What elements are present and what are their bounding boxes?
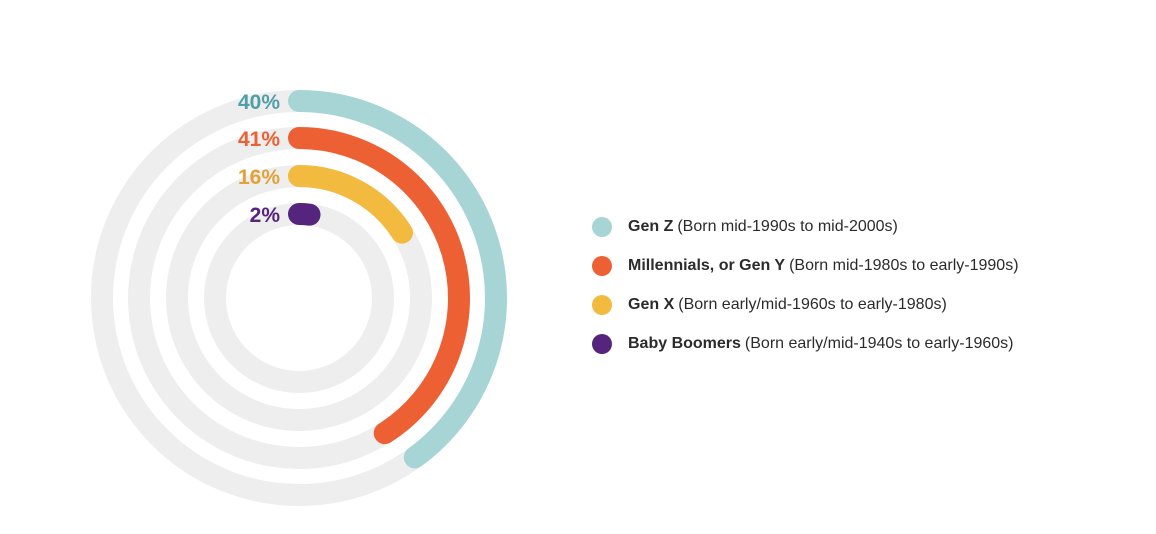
legend-item-gen-x: Gen X (Born early/mid-1960s to early-198… (592, 292, 1152, 318)
legend-item-gen-z: Gen Z (Born mid-1990s to mid-2000s) (592, 214, 1152, 240)
legend-name: Millennials, or Gen Y (628, 257, 786, 274)
legend-description: (Born mid-1990s to mid-2000s) (677, 218, 898, 235)
legend-description: (Born mid-1980s to early-1990s) (789, 257, 1019, 274)
legend-dot-gen-z (592, 217, 612, 237)
arc-baby-boomers (288, 203, 321, 226)
legend-description: (Born early/mid-1960s to early-1980s) (678, 296, 947, 313)
arc-millennials (288, 127, 470, 445)
legend-item-millennials: Millennials, or Gen Y (Born mid-1980s to… (592, 253, 1152, 279)
value-label-gen-z: 40% (238, 91, 280, 114)
legend-item-baby-boomers: Baby Boomers (Born early/mid-1940s to ea… (592, 331, 1152, 357)
legend-dot-millennials (592, 256, 612, 276)
value-label-millennials: 41% (238, 128, 280, 151)
value-label-gen-x: 16% (238, 166, 280, 189)
legend-dot-gen-x (592, 295, 612, 315)
legend-description: (Born early/mid-1940s to early-1960s) (744, 335, 1014, 352)
arc-gen-z (288, 90, 507, 469)
legend: Gen Z (Born mid-1990s to mid-2000s) Mill… (592, 214, 1152, 370)
legend-name: Gen Z (628, 218, 674, 235)
legend-name: Gen X (628, 296, 675, 313)
value-label-baby-boomers: 2% (250, 204, 281, 227)
legend-name: Baby Boomers (628, 335, 741, 352)
legend-dot-baby-boomers (592, 334, 612, 354)
arc-gen-x (288, 165, 414, 244)
track-baby-boomers (204, 203, 394, 393)
